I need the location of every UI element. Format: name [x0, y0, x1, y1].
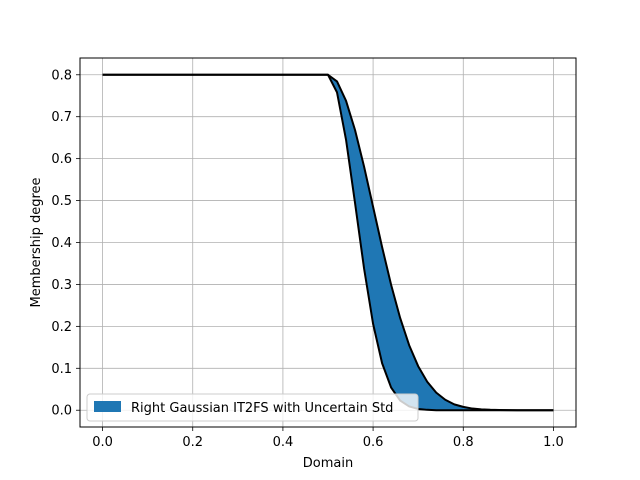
- y-tick-label: 0.4: [51, 236, 72, 251]
- y-axis-label: Membership degree: [29, 177, 44, 307]
- y-tick-label: 0.7: [51, 110, 72, 125]
- y-tick-label: 0.2: [51, 320, 72, 335]
- x-tick-label: 1.0: [543, 435, 564, 450]
- legend-swatch: [94, 401, 121, 412]
- grid: [80, 58, 576, 427]
- y-tick-label: 0.8: [51, 68, 72, 83]
- y-tick-label: 0.0: [51, 404, 72, 419]
- y-tick-label: 0.5: [51, 194, 72, 209]
- x-tick-label: 0.4: [273, 435, 294, 450]
- axis-ticks: 0.0 0.2 0.4 0.6 0.8 1.0 0.0 0.1 0.2 0.3 0.4 0.5 0.6 0…: [51, 68, 563, 450]
- y-tick-label: 0.1: [51, 362, 72, 377]
- x-tick-label: 0.2: [182, 435, 203, 450]
- legend-label: Right Gaussian IT2FS with Uncertain Std: [131, 401, 393, 416]
- lower-membership-line: [102, 73, 554, 412]
- y-tick-label: 0.3: [51, 278, 72, 293]
- legend: Right Gaussian IT2FS with Uncertain Std: [86, 393, 419, 422]
- x-tick-label: 0.8: [453, 435, 474, 450]
- x-tick-label: 0.6: [363, 435, 384, 450]
- plot-data: [102, 73, 554, 412]
- y-tick-label: 0.6: [51, 152, 72, 167]
- x-tick-label: 0.0: [92, 435, 113, 450]
- x-axis-label: Domain: [303, 456, 353, 471]
- legend-box: [86, 393, 419, 422]
